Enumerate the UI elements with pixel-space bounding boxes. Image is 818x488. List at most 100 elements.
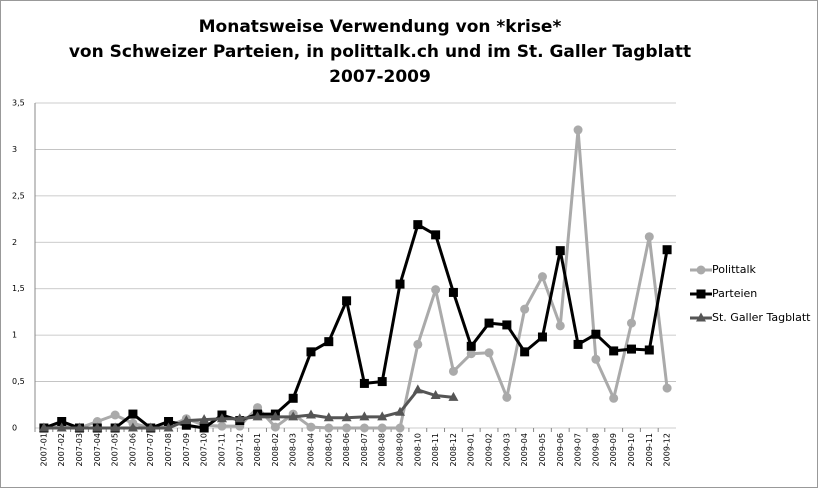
x-tick-label: 2009-11 <box>645 433 654 466</box>
marker <box>342 423 352 433</box>
marker <box>484 318 494 328</box>
marker <box>609 346 619 356</box>
x-tick-label: 2008-02 <box>271 433 280 466</box>
marker <box>74 422 85 432</box>
y-tick-label: 2,5 <box>12 191 25 200</box>
marker <box>164 417 174 426</box>
marker <box>163 422 174 432</box>
marker <box>216 413 227 423</box>
y-tick-label: 1 <box>12 331 17 340</box>
marker <box>217 421 227 431</box>
x-tick-label: 2009-06 <box>556 433 565 466</box>
marker <box>127 422 138 432</box>
marker <box>696 289 706 299</box>
marker <box>644 345 654 355</box>
marker <box>377 377 387 387</box>
legend-label: St. Galler Tagblatt <box>712 311 811 324</box>
marker <box>484 348 494 358</box>
marker <box>92 422 103 432</box>
marker <box>413 339 423 349</box>
x-tick-label: 2007-03 <box>75 433 84 466</box>
legend-label: Polittalk <box>712 263 757 276</box>
x-tick-label: 2009-01 <box>467 433 476 466</box>
marker <box>555 246 565 256</box>
x-tick-label: 2008-05 <box>324 433 333 466</box>
x-tick-label: 2008-01 <box>253 433 262 466</box>
marker <box>288 393 298 403</box>
marker <box>324 337 334 347</box>
marker <box>448 287 458 297</box>
marker <box>431 285 441 295</box>
marker <box>288 411 299 421</box>
x-tick-label: 2009-10 <box>627 433 636 466</box>
x-tick-label: 2009-08 <box>591 433 600 466</box>
marker <box>662 245 672 255</box>
marker <box>359 378 369 388</box>
x-tick-label: 2007-02 <box>57 433 66 466</box>
x-tick-label: 2007-05 <box>111 433 120 466</box>
x-tick-label: 2008-07 <box>360 433 369 466</box>
marker <box>342 296 352 306</box>
marker <box>110 410 120 420</box>
marker <box>56 422 67 432</box>
marker <box>696 265 706 275</box>
y-tick-label: 0,5 <box>12 377 25 386</box>
y-tick-label: 0 <box>12 424 17 433</box>
marker <box>626 318 636 328</box>
marker <box>448 366 458 376</box>
marker <box>199 414 210 424</box>
x-tick-label: 2007-09 <box>182 433 191 466</box>
x-tick-label: 2008-12 <box>449 433 458 466</box>
marker <box>395 423 405 433</box>
x-tick-label: 2009-04 <box>520 433 529 466</box>
x-tick-label: 2008-03 <box>289 433 298 466</box>
marker <box>359 411 370 421</box>
y-tick-label: 3 <box>12 145 17 154</box>
marker <box>537 272 547 282</box>
marker <box>145 422 156 432</box>
x-tick-label: 2007-12 <box>235 433 244 466</box>
x-tick-label: 2009-12 <box>663 433 672 466</box>
marker <box>306 347 316 357</box>
x-tick-label: 2009-07 <box>574 433 583 466</box>
chart-title: Monatsweise Verwendung von *krise* <box>199 17 562 37</box>
x-tick-label: 2009-03 <box>502 433 511 466</box>
marker <box>573 339 583 349</box>
marker <box>502 392 512 402</box>
marker <box>181 420 191 430</box>
marker <box>412 384 423 394</box>
marker <box>306 422 316 432</box>
x-tick-label: 2007-01 <box>39 433 48 466</box>
marker <box>430 390 441 399</box>
marker <box>573 125 583 135</box>
marker <box>626 344 636 354</box>
marker <box>110 422 121 432</box>
x-tick-label: 2007-07 <box>146 433 155 466</box>
marker <box>609 393 619 403</box>
marker <box>431 230 441 240</box>
marker <box>324 423 334 433</box>
marker <box>234 413 245 423</box>
y-tick-label: 3,5 <box>12 99 25 108</box>
y-tick-label: 1,5 <box>12 284 25 293</box>
y-tick-label: 2 <box>12 238 17 247</box>
x-tick-label: 2007-10 <box>200 433 209 466</box>
marker <box>696 312 706 322</box>
marker <box>377 411 388 421</box>
x-tick-label: 2007-04 <box>93 433 102 466</box>
x-tick-label: 2007-11 <box>217 433 226 466</box>
marker <box>341 412 352 422</box>
x-tick-label: 2007-08 <box>164 433 173 466</box>
marker <box>128 409 138 419</box>
x-tick-label: 2008-10 <box>413 433 422 466</box>
marker <box>520 304 530 314</box>
x-tick-label: 2008-04 <box>306 433 315 466</box>
marker <box>466 341 476 351</box>
marker <box>270 411 281 421</box>
marker <box>323 412 334 422</box>
marker <box>359 423 369 433</box>
x-tick-label: 2008-09 <box>396 433 405 466</box>
x-tick-label: 2008-08 <box>378 433 387 466</box>
